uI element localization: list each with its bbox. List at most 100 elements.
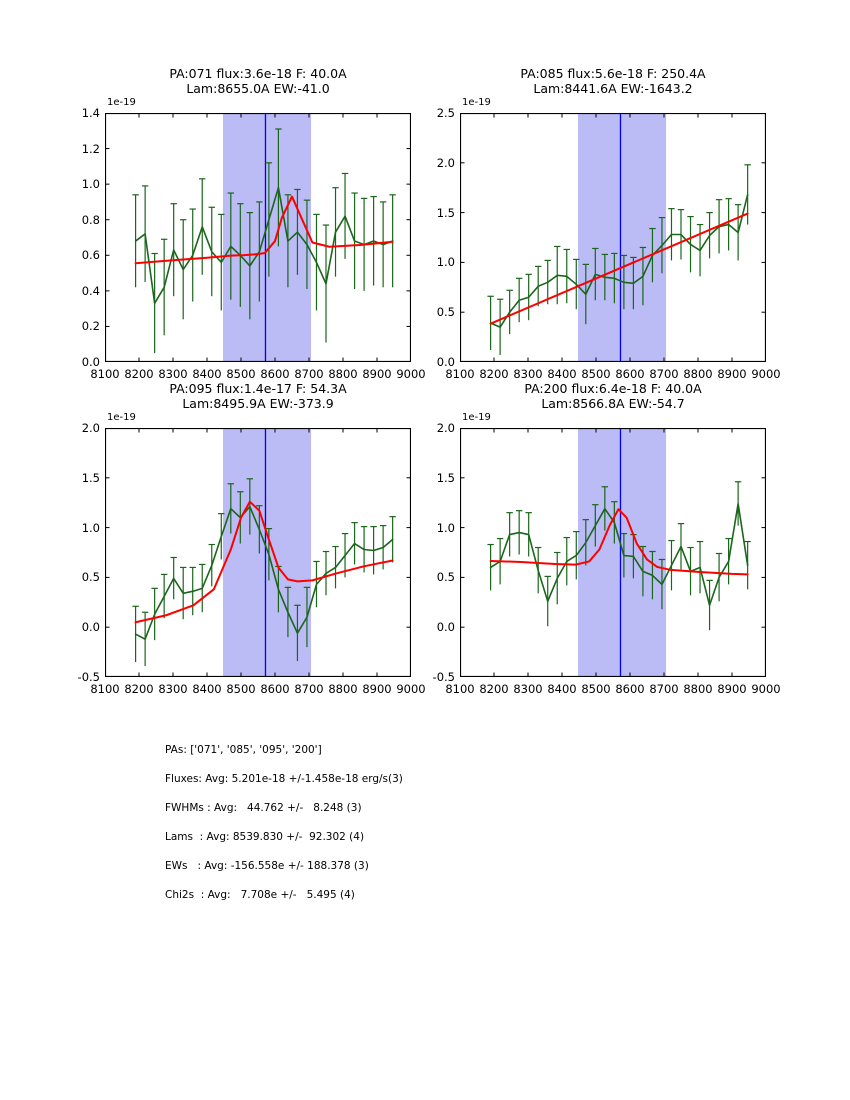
fit-curve xyxy=(134,500,394,624)
summary-line: Lams : Avg: 8539.830 +/- 92.302 (4) xyxy=(165,831,365,843)
wavelength-band xyxy=(222,113,312,362)
y-tick-label: 0.0 xyxy=(81,355,100,369)
wavelength-band xyxy=(577,428,667,677)
x-tick-label: 8500 xyxy=(226,367,256,381)
x-tick-label: 8900 xyxy=(717,367,747,381)
title-line-2: Lam:8495.9A EW:-373.9 xyxy=(182,396,334,411)
spectrum-line xyxy=(489,502,749,607)
y-tick-label: 0.5 xyxy=(436,305,455,320)
x-tick-label: 9000 xyxy=(751,367,781,381)
y-tick-label: 1.5 xyxy=(436,470,455,485)
spectrum-line xyxy=(134,505,394,640)
y-tick-label: 0.0 xyxy=(436,355,455,369)
x-tick-label: 8500 xyxy=(226,682,256,696)
y-tick-label: 2.0 xyxy=(436,155,455,170)
x-tick-label: 8600 xyxy=(615,682,645,696)
axes-frame xyxy=(460,428,766,677)
x-tick-label: 8900 xyxy=(717,682,747,696)
x-tick-label: 8800 xyxy=(328,367,358,381)
y-tick-label: 0.0 xyxy=(436,620,455,635)
x-tick-label: 8300 xyxy=(513,682,543,696)
x-tick-label: 8700 xyxy=(294,367,324,381)
y-tick-label: 0.8 xyxy=(81,212,100,227)
panel-pa-200-plot-area xyxy=(460,428,766,677)
x-tick-label: 8700 xyxy=(649,682,679,696)
x-tick-label: 8800 xyxy=(683,682,713,696)
y-tick-label: 1.2 xyxy=(81,141,100,156)
summary-line: FWHMs : Avg: 44.762 +/- 8.248 (3) xyxy=(165,802,362,814)
axes-frame xyxy=(105,113,411,362)
x-tick-label: 8400 xyxy=(192,682,222,696)
panel-pa-071-plot-area xyxy=(105,113,411,362)
y-tick-label: 0.0 xyxy=(81,620,100,635)
y-tick-label: 1.0 xyxy=(436,255,455,270)
x-tick-label: 8200 xyxy=(124,682,154,696)
x-tick-label: 8600 xyxy=(615,367,645,381)
summary-line: PAs: ['071', '085', '095', '200'] xyxy=(165,744,322,756)
x-tick-label: 8600 xyxy=(260,682,290,696)
y-tick-label: 1.5 xyxy=(436,205,455,220)
title-line-1: PA:071 flux:3.6e-18 F: 40.0A xyxy=(169,66,347,81)
panel-pa-071-y-exponent-label: 1e-19 xyxy=(107,97,136,108)
panel-pa-200 xyxy=(460,428,766,677)
x-tick-label: 8700 xyxy=(649,367,679,381)
summary-line: Chi2s : Avg: 7.708e +/- 5.495 (4) xyxy=(165,889,355,901)
x-tick-label: 8100 xyxy=(90,682,120,696)
y-tick-label: 2.5 xyxy=(436,106,455,120)
panel-pa-095-y-exponent-label: 1e-19 xyxy=(107,412,136,423)
wavelength-band xyxy=(222,428,312,677)
x-tick-label: 8500 xyxy=(581,367,611,381)
x-tick-label: 8200 xyxy=(479,367,509,381)
x-tick-label: 8400 xyxy=(192,367,222,381)
summary-line: Fluxes: Avg: 5.201e-18 +/-1.458e-18 erg/… xyxy=(165,773,403,785)
y-tick-label: -0.5 xyxy=(432,670,455,684)
panel-pa-200-title: PA:200 flux:6.4e-18 F: 40.0A Lam:8566.8A … xyxy=(460,381,766,411)
y-tick-label: 0.5 xyxy=(81,570,100,585)
panel-pa-095 xyxy=(105,428,411,677)
axes-frame xyxy=(105,428,411,677)
x-tick-label: 8800 xyxy=(328,682,358,696)
panel-pa-085-y-exponent-label: 1e-19 xyxy=(462,97,491,108)
x-tick-label: 8300 xyxy=(513,367,543,381)
y-tick-label: 1.4 xyxy=(81,106,100,120)
y-tick-label: 1.0 xyxy=(81,520,100,535)
axes-frame xyxy=(460,113,766,362)
x-tick-label: 9000 xyxy=(396,682,426,696)
y-tick-label: 0.6 xyxy=(81,248,100,263)
x-tick-label: 8100 xyxy=(445,367,475,381)
fit-curve xyxy=(134,195,394,265)
y-tick-label: 0.4 xyxy=(81,283,100,298)
panel-pa-085 xyxy=(460,113,766,362)
fit-curve xyxy=(489,212,749,325)
x-tick-label: 8900 xyxy=(362,367,392,381)
fit-curve xyxy=(489,508,749,576)
spectrum-line xyxy=(489,193,749,328)
title-line-1: PA:085 flux:5.6e-18 F: 250.4A xyxy=(520,66,706,81)
x-tick-label: 8100 xyxy=(90,367,120,381)
x-tick-label: 8500 xyxy=(581,682,611,696)
x-tick-label: 8300 xyxy=(158,367,188,381)
y-tick-label: 0.2 xyxy=(81,319,100,334)
x-tick-label: 8900 xyxy=(362,682,392,696)
panel-pa-071-title: PA:071 flux:3.6e-18 F: 40.0A Lam:8655.0A … xyxy=(105,66,411,96)
x-tick-label: 8800 xyxy=(683,367,713,381)
title-line-1: PA:095 flux:1.4e-17 F: 54.3A xyxy=(169,381,347,396)
x-tick-label: 8400 xyxy=(547,682,577,696)
x-tick-label: 8200 xyxy=(479,682,509,696)
wavelength-band xyxy=(577,113,667,362)
x-tick-label: 8100 xyxy=(445,682,475,696)
panel-pa-085-plot-area xyxy=(460,113,766,362)
x-tick-label: 8600 xyxy=(260,367,290,381)
x-tick-label: 8700 xyxy=(294,682,324,696)
x-tick-label: 8400 xyxy=(547,367,577,381)
title-line-1: PA:200 flux:6.4e-18 F: 40.0A xyxy=(524,381,702,396)
y-tick-label: 1.0 xyxy=(436,520,455,535)
y-tick-label: 2.0 xyxy=(436,421,455,435)
panel-pa-095-plot-area xyxy=(105,428,411,677)
panel-pa-095-title: PA:095 flux:1.4e-17 F: 54.3A Lam:8495.9A … xyxy=(105,381,411,411)
y-tick-label: 2.0 xyxy=(81,421,100,435)
y-tick-label: 1.0 xyxy=(81,177,100,192)
summary-line: EWs : Avg: -156.558e +/- 188.378 (3) xyxy=(165,860,369,872)
x-tick-label: 8200 xyxy=(124,367,154,381)
